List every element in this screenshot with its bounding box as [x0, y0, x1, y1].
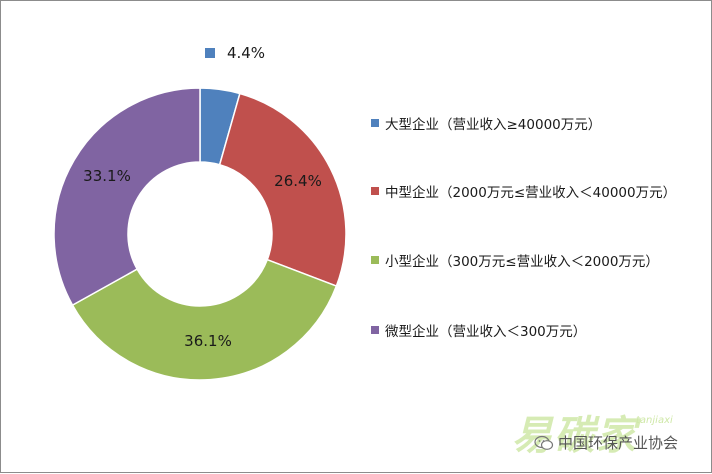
slice-data-label: 4.4% [227, 44, 265, 62]
donut-slice [218, 92, 347, 288]
watermark: 易碳家 tanjiaxi 中国环保产业协会 [504, 403, 709, 469]
data-label-swatch [205, 48, 215, 58]
watermark-source-text: 中国环保产业协会 [558, 434, 679, 452]
legend-label: 大型企业（营业收入≥40000万元） [385, 117, 602, 133]
slice-data-label: 36.1% [184, 332, 232, 350]
watermark-logo-text: 易碳家 [512, 412, 638, 459]
watermark-source: 中国环保产业协会 [534, 432, 678, 453]
donut-slice [71, 258, 338, 381]
slice-data-label: 26.4% [274, 172, 322, 190]
donut-slice [53, 87, 201, 307]
legend-item: 小型企业（300万元≤营业收入＜2000万元） [371, 250, 659, 270]
legend-label: 中型企业（2000万元≤营业收入＜40000万元） [385, 185, 677, 201]
legend-item: 大型企业（营业收入≥40000万元） [371, 113, 601, 133]
legend-swatch [371, 187, 379, 195]
legend-label: 小型企业（300万元≤营业收入＜2000万元） [385, 254, 659, 270]
legend-item: 中型企业（2000万元≤营业收入＜40000万元） [371, 181, 676, 201]
legend-swatch [371, 256, 379, 264]
legend-swatch [371, 326, 379, 334]
legend-swatch [371, 119, 379, 127]
watermark-logo-subtext: tanjiaxi [636, 415, 673, 426]
wechat-icon [534, 435, 554, 450]
slice-data-label: 33.1% [83, 167, 131, 185]
legend-item: 微型企业（营业收入＜300万元） [371, 320, 586, 340]
legend-label: 微型企业（营业收入＜300万元） [385, 324, 587, 340]
